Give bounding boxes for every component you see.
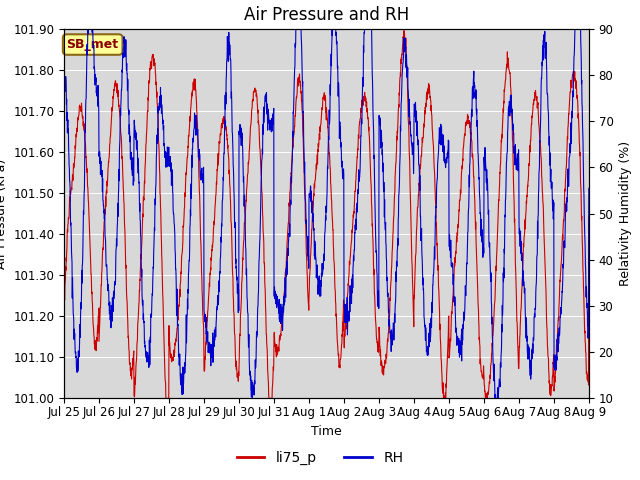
li75_p <box>539 199 547 205</box>
li75_p <box>585 213 593 219</box>
li75_p <box>60 306 68 312</box>
X-axis label: Time: Time <box>311 425 342 438</box>
li75_p <box>207 264 214 270</box>
li75_p <box>342 319 349 324</box>
RH <box>539 47 547 53</box>
Line: RH: RH <box>64 20 589 398</box>
RH <box>479 254 486 260</box>
li75_p <box>353 158 361 164</box>
li75_p <box>163 396 170 401</box>
Text: SB_met: SB_met <box>67 38 119 51</box>
Y-axis label: Relativity Humidity (%): Relativity Humidity (%) <box>619 141 632 286</box>
RH <box>60 84 68 90</box>
RH <box>207 350 214 356</box>
li75_p <box>400 28 408 34</box>
RH <box>554 348 561 354</box>
Y-axis label: Air Pressure (kPa): Air Pressure (kPa) <box>0 158 8 269</box>
Line: li75_p: li75_p <box>64 31 589 398</box>
li75_p <box>554 331 561 337</box>
RH <box>342 312 349 318</box>
RH <box>491 396 499 401</box>
RH <box>585 185 593 191</box>
Legend: li75_p, RH: li75_p, RH <box>231 445 409 471</box>
RH <box>85 17 93 23</box>
Title: Air Pressure and RH: Air Pressure and RH <box>244 6 409 24</box>
RH <box>353 208 361 214</box>
li75_p <box>479 373 487 379</box>
